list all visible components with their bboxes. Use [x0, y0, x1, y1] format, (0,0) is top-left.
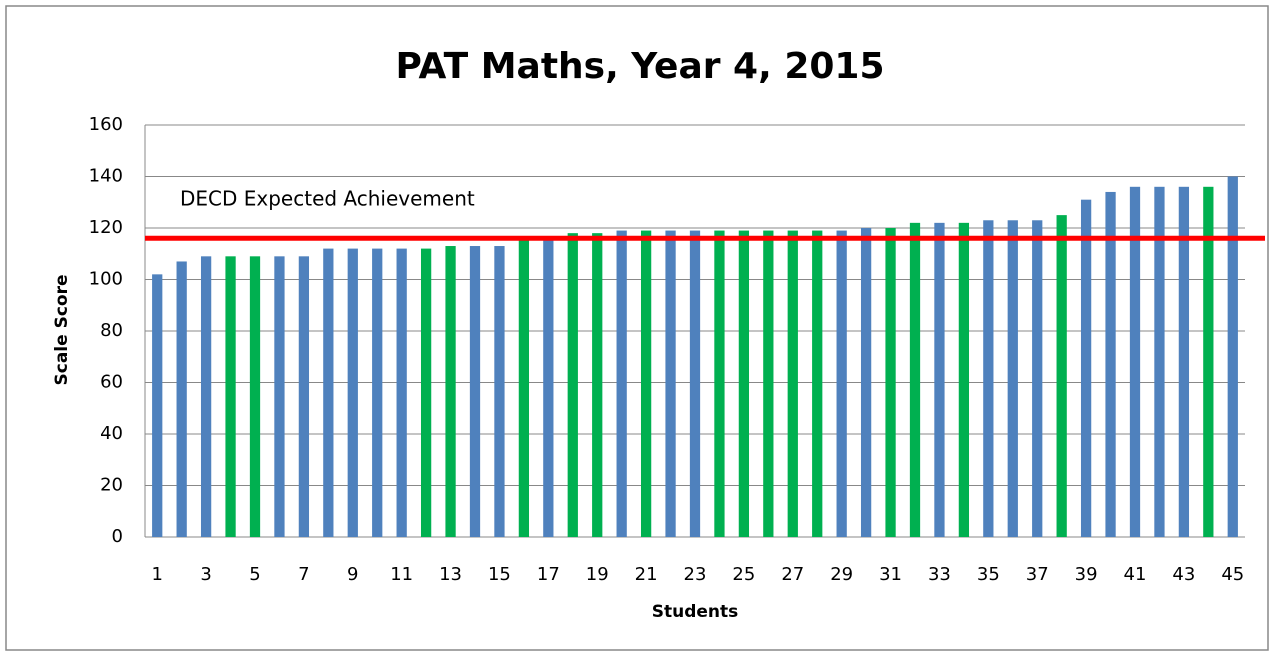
bar — [1105, 191, 1116, 537]
bar — [1007, 220, 1018, 537]
x-tick-label: 45 — [1221, 564, 1244, 585]
x-tick-label: 29 — [830, 564, 853, 585]
bar — [200, 256, 212, 537]
x-tick-label: 5 — [249, 564, 260, 585]
bar — [885, 228, 896, 537]
bar — [298, 256, 310, 537]
bar — [494, 246, 505, 537]
bar — [958, 222, 970, 537]
x-tick-label: 11 — [390, 564, 413, 585]
bar — [567, 233, 578, 537]
y-tick-label: 160 — [89, 114, 123, 135]
y-tick-label: 100 — [89, 269, 123, 290]
bar — [763, 230, 774, 537]
bar — [787, 230, 798, 537]
x-tick-label: 35 — [977, 564, 1000, 585]
bar — [909, 222, 921, 537]
bar — [543, 238, 554, 538]
bar — [1032, 220, 1043, 537]
bar — [347, 248, 358, 537]
bar — [469, 246, 481, 537]
bar — [592, 233, 603, 537]
x-tick-label: 17 — [537, 564, 560, 585]
x-tick-label: 33 — [928, 564, 951, 585]
y-tick-label: 60 — [100, 372, 123, 393]
x-tick-label: 13 — [439, 564, 462, 585]
bar — [396, 248, 407, 537]
x-tick-label: 37 — [1026, 564, 1049, 585]
bar — [812, 230, 823, 537]
bar — [689, 230, 701, 537]
x-tick-label: 23 — [684, 564, 707, 585]
bar — [152, 274, 163, 537]
bar — [445, 246, 456, 537]
x-tick-label: 41 — [1124, 564, 1147, 585]
y-tick-label: 120 — [89, 217, 123, 238]
bar — [860, 228, 872, 537]
y-tick-label: 20 — [100, 475, 123, 496]
bar — [1080, 199, 1092, 538]
bar — [836, 230, 847, 537]
y-tick-label: 80 — [100, 320, 123, 341]
bar — [1178, 186, 1190, 538]
x-tick-label: 15 — [488, 564, 511, 585]
bar — [249, 256, 261, 537]
bar — [665, 230, 676, 537]
bar — [1154, 186, 1165, 538]
bar — [640, 230, 652, 537]
bar — [420, 248, 432, 537]
bar — [518, 238, 530, 538]
bar — [176, 261, 187, 537]
bar — [1203, 186, 1214, 538]
x-tick-label: 27 — [781, 564, 804, 585]
bar — [1129, 186, 1141, 538]
chart-title: PAT Maths, Year 4, 2015 — [395, 46, 884, 87]
x-tick-label: 7 — [298, 564, 309, 585]
bar — [1227, 176, 1238, 537]
bar — [983, 220, 994, 537]
x-tick-label: 39 — [1075, 564, 1098, 585]
x-tick-label: 9 — [347, 564, 358, 585]
bar — [274, 256, 285, 537]
x-tick-label: 43 — [1172, 564, 1195, 585]
reference-label: DECD Expected Achievement — [180, 187, 475, 211]
bar — [738, 230, 750, 537]
x-tick-label: 1 — [151, 564, 162, 585]
x-tick-label: 3 — [200, 564, 211, 585]
bar — [1056, 215, 1067, 537]
y-tick-label: 40 — [100, 423, 123, 444]
x-tick-label: 25 — [732, 564, 755, 585]
bar — [934, 222, 945, 537]
x-tick-label: 21 — [635, 564, 658, 585]
y-tick-label: 140 — [89, 166, 123, 187]
bar — [225, 256, 236, 537]
x-tick-label: 19 — [586, 564, 609, 585]
y-tick-label: 0 — [112, 526, 123, 547]
x-tick-label: 31 — [879, 564, 902, 585]
bar — [714, 230, 725, 537]
bar — [616, 230, 627, 537]
x-axis-title: Students — [652, 602, 739, 622]
y-axis-title: Scale Score — [52, 275, 72, 386]
bar — [323, 248, 334, 537]
bar — [372, 248, 383, 537]
chart-frame — [5, 5, 1269, 651]
